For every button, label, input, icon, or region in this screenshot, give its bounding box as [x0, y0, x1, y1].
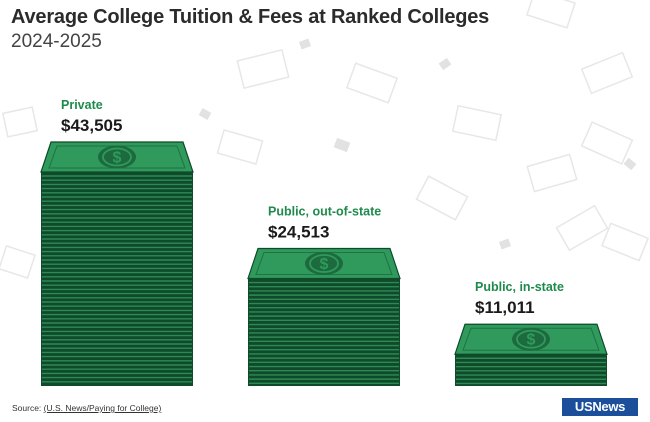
- source-note: Source: (U.S. News/Paying for College): [12, 403, 161, 413]
- money-stack-bar: $ Private $43,505: [40, 98, 194, 386]
- category-label: Public, out-of-state: [268, 205, 381, 219]
- stack-body: [455, 354, 607, 386]
- bill-border: [462, 327, 600, 351]
- source-link[interactable]: (U.S. News/Paying for College): [43, 403, 162, 413]
- dollar-medallion-ring: [309, 254, 339, 273]
- dollar-sign-icon: $: [113, 150, 122, 167]
- money-stack-bar: $ Public, in-state $11,011: [454, 280, 608, 386]
- source-label: Source:: [12, 403, 44, 413]
- dollar-medallion-ring: [516, 329, 546, 349]
- category-label: Public, in-state: [475, 280, 564, 294]
- value-label: $43,505: [61, 116, 122, 135]
- value-label: $24,513: [268, 223, 329, 242]
- chart-subtitle: 2024-2025: [11, 31, 102, 52]
- money-stack-bar: $ Public, out-of-state $24,513: [247, 205, 401, 386]
- bill-border: [255, 252, 393, 276]
- value-label: $11,011: [475, 298, 535, 317]
- dollar-sign-icon: $: [320, 256, 329, 273]
- dollar-medallion-ring: [102, 147, 132, 167]
- dollar-sign-icon: $: [527, 332, 536, 349]
- bill-border: [48, 145, 186, 169]
- stack-body: [41, 172, 193, 386]
- chart-title: Average College Tuition & Fees at Ranked…: [11, 6, 490, 28]
- category-label: Private: [61, 98, 103, 112]
- usnews-logo: USNews: [562, 398, 638, 416]
